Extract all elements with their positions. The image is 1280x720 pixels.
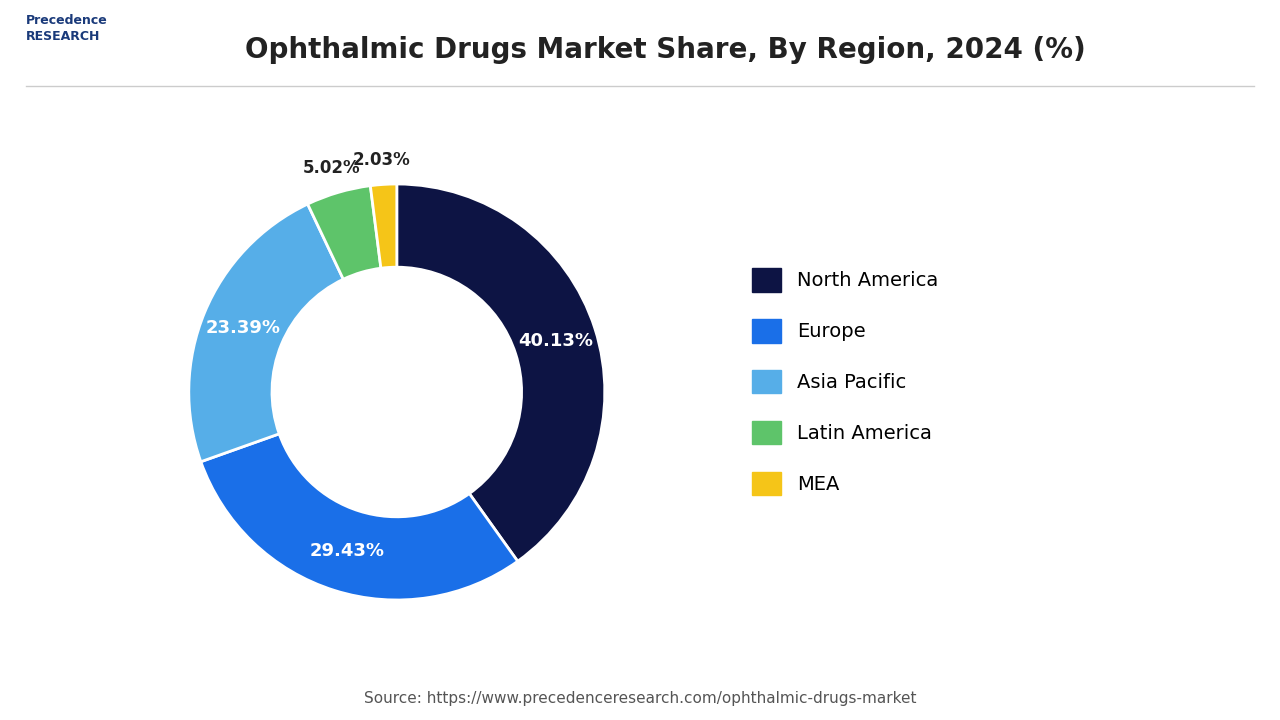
Legend: North America, Europe, Asia Pacific, Latin America, MEA: North America, Europe, Asia Pacific, Lat… bbox=[744, 260, 946, 503]
Wedge shape bbox=[397, 184, 604, 562]
Wedge shape bbox=[201, 434, 517, 600]
Text: 2.03%: 2.03% bbox=[353, 150, 411, 168]
Wedge shape bbox=[307, 186, 381, 279]
Text: 23.39%: 23.39% bbox=[206, 319, 280, 337]
Wedge shape bbox=[189, 204, 343, 462]
Text: 29.43%: 29.43% bbox=[310, 541, 384, 559]
Text: 40.13%: 40.13% bbox=[518, 332, 593, 350]
Text: Ophthalmic Drugs Market Share, By Region, 2024 (%): Ophthalmic Drugs Market Share, By Region… bbox=[246, 36, 1085, 64]
Text: 5.02%: 5.02% bbox=[302, 159, 360, 177]
Text: Source: https://www.precedenceresearch.com/ophthalmic-drugs-market: Source: https://www.precedenceresearch.c… bbox=[364, 690, 916, 706]
Text: Precedence
RESEARCH: Precedence RESEARCH bbox=[26, 14, 108, 43]
Wedge shape bbox=[370, 184, 397, 269]
